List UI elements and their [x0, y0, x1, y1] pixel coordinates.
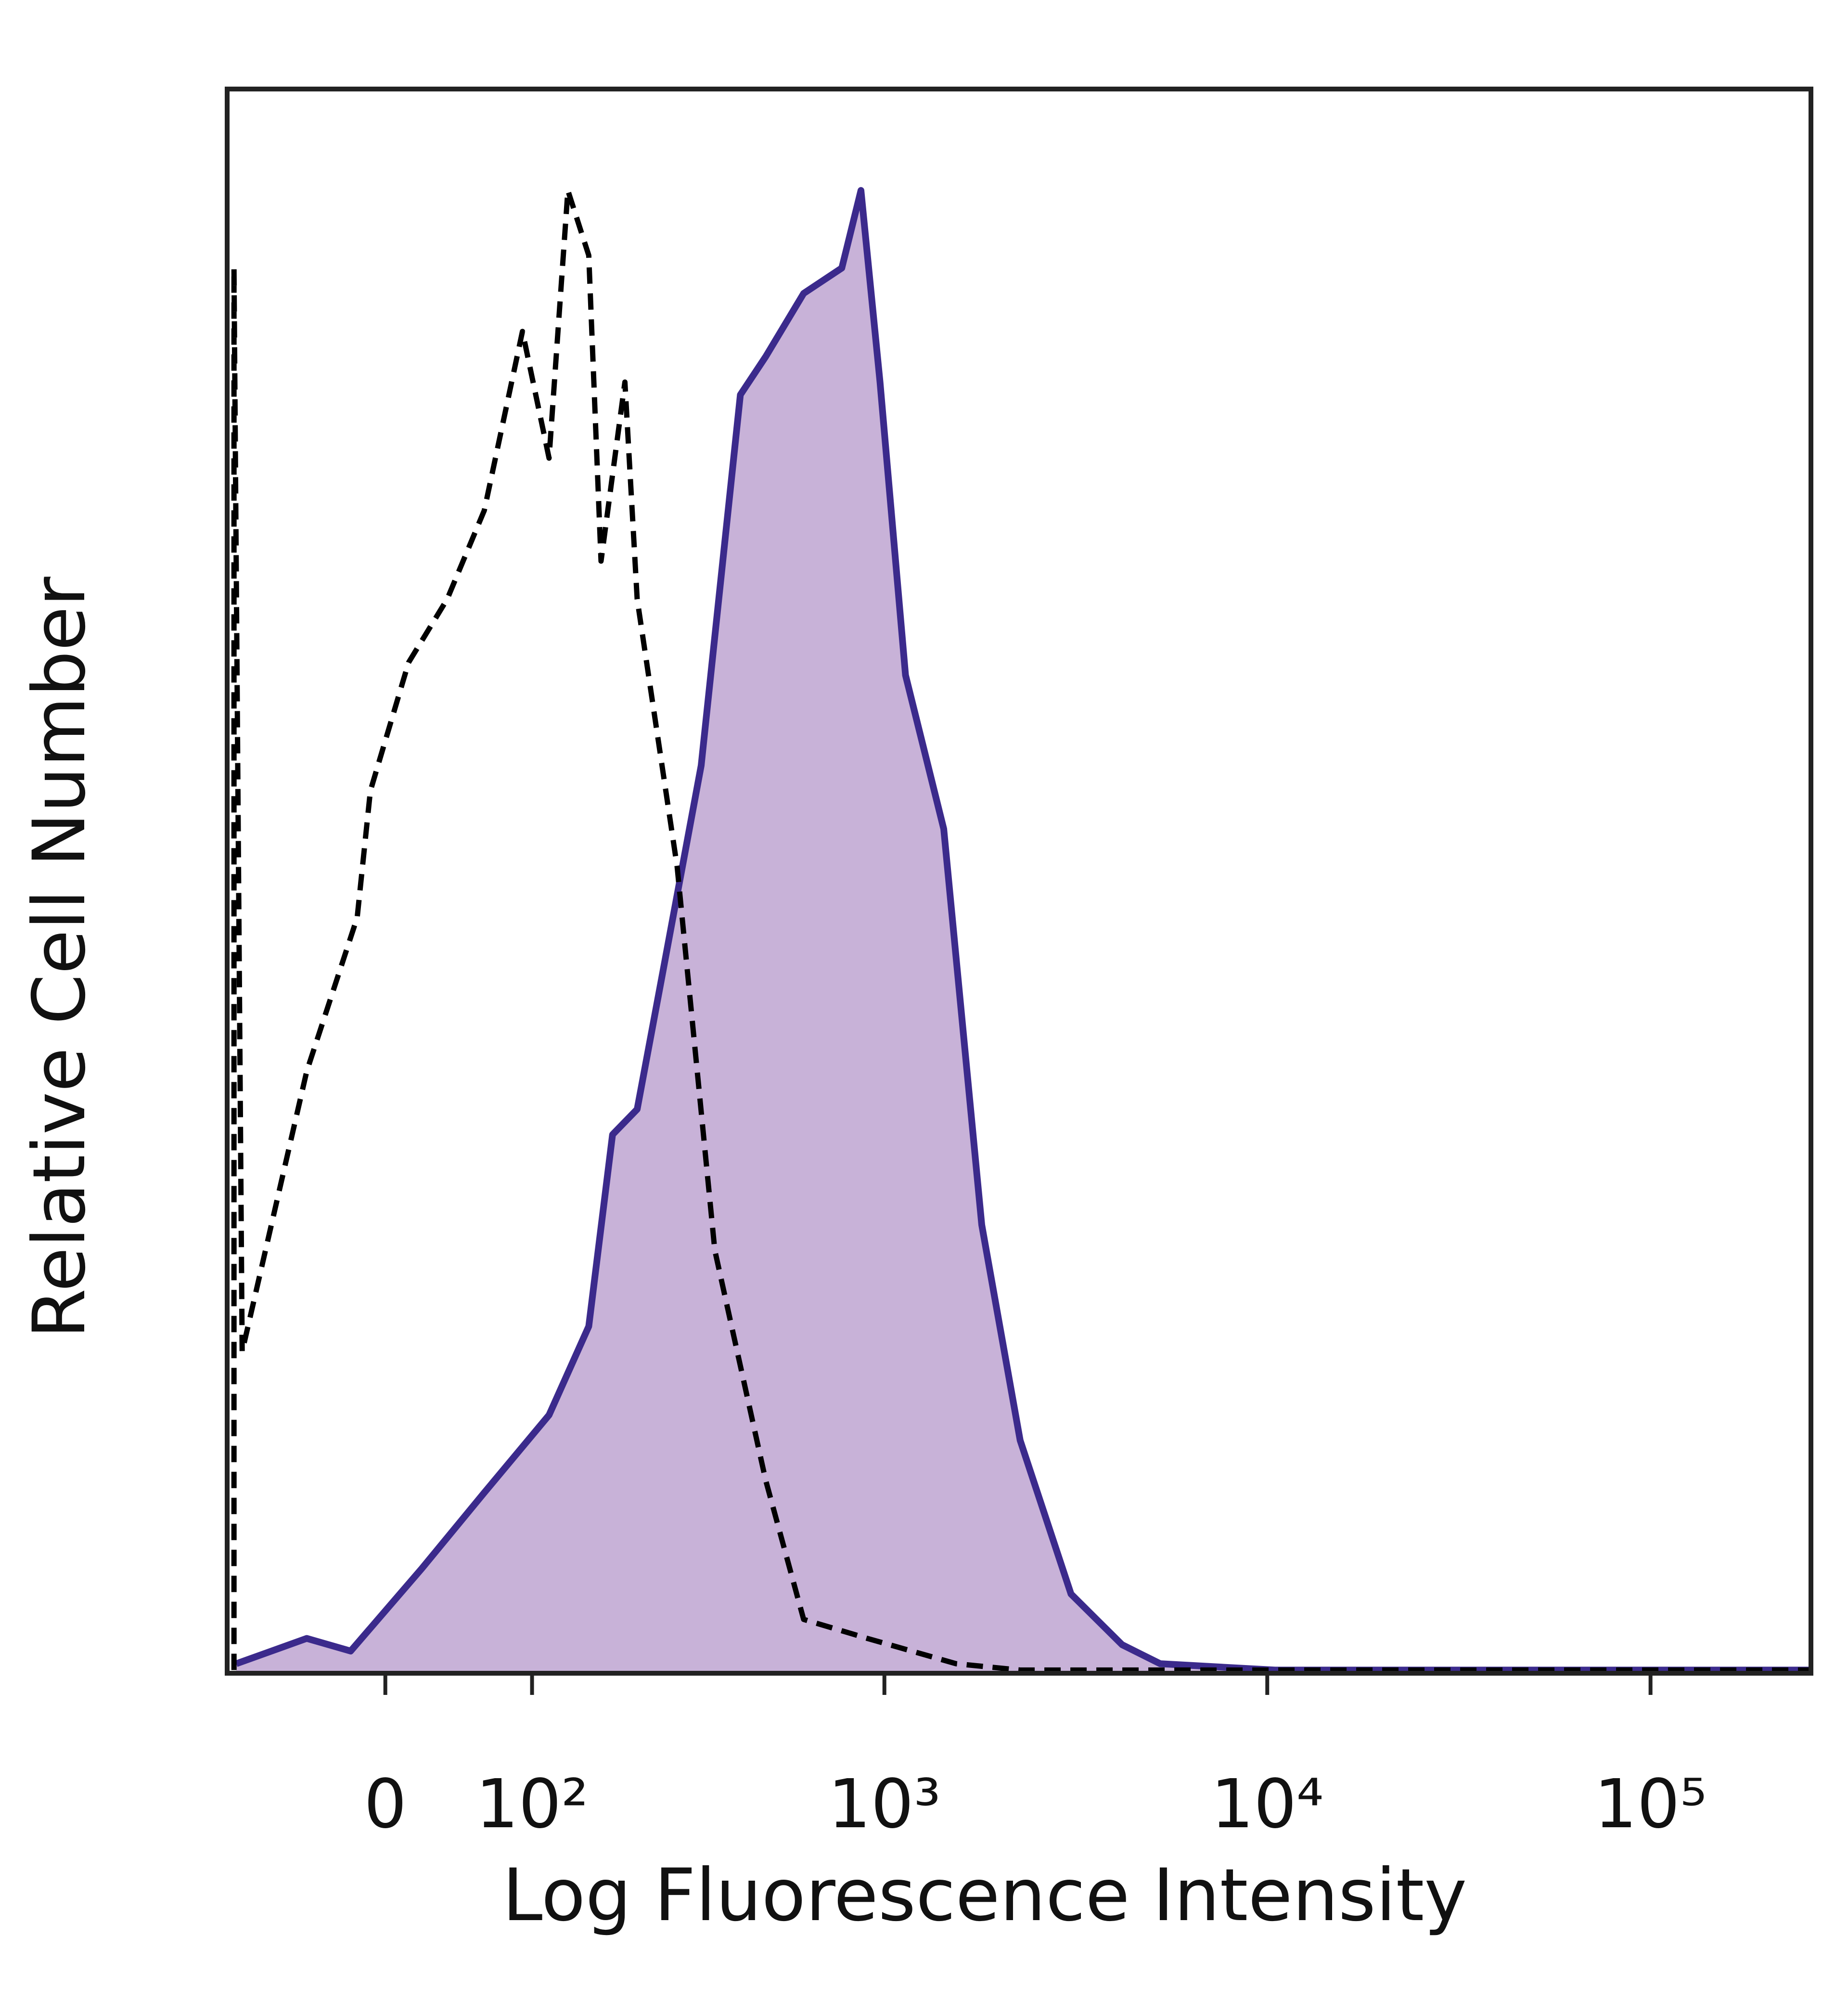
histogram-area: [236, 190, 1810, 1674]
histogram-line: [231, 188, 1810, 1673]
x-axis-title: Log Fluorescence Intensity: [502, 1854, 1467, 1937]
x-tick-label: 10⁴: [1211, 1765, 1323, 1844]
x-tick-label: 10⁵: [1594, 1765, 1707, 1844]
y-axis-title: Relative Cell Number: [18, 577, 102, 1339]
histogram-line: [235, 187, 1810, 1674]
x-tick-label: 0: [364, 1765, 407, 1844]
x-tick-label: 10²: [475, 1765, 588, 1844]
x-tick-label: 10³: [828, 1765, 941, 1844]
plot-frame: [225, 87, 1813, 1676]
